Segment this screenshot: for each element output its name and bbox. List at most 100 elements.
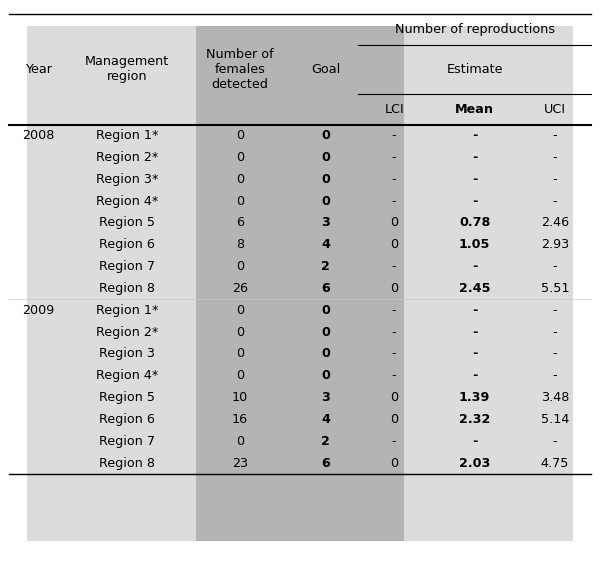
- Text: Region 8: Region 8: [99, 456, 155, 469]
- Text: 26: 26: [232, 282, 248, 295]
- Text: -: -: [472, 348, 477, 361]
- Text: -: -: [472, 194, 477, 208]
- Text: LCI: LCI: [384, 103, 404, 116]
- Text: Region 5: Region 5: [99, 217, 155, 230]
- Text: -: -: [553, 173, 557, 186]
- Text: -: -: [392, 325, 397, 338]
- Text: Management
region: Management region: [85, 56, 169, 83]
- Text: Region 2*: Region 2*: [96, 325, 158, 338]
- Text: Region 1*: Region 1*: [96, 129, 158, 142]
- Text: -: -: [392, 129, 397, 142]
- Text: Region 7: Region 7: [99, 260, 155, 273]
- Text: 0: 0: [236, 369, 244, 382]
- Text: 16: 16: [232, 413, 248, 426]
- Text: 2.93: 2.93: [541, 238, 569, 251]
- Text: -: -: [553, 304, 557, 317]
- Text: 0: 0: [321, 129, 330, 142]
- Text: Goal: Goal: [311, 63, 340, 76]
- Text: Region 6: Region 6: [99, 238, 155, 251]
- Text: 2.32: 2.32: [459, 413, 490, 426]
- Text: -: -: [553, 435, 557, 448]
- Text: 2.45: 2.45: [459, 282, 490, 295]
- Text: 5.14: 5.14: [541, 413, 569, 426]
- Text: Region 5: Region 5: [99, 391, 155, 404]
- Text: 3.48: 3.48: [541, 391, 569, 404]
- Text: -: -: [392, 435, 397, 448]
- Text: Region 1*: Region 1*: [96, 304, 158, 317]
- Text: Estimate: Estimate: [446, 63, 503, 76]
- Text: -: -: [472, 369, 477, 382]
- Text: 0: 0: [390, 413, 398, 426]
- Text: -: -: [392, 348, 397, 361]
- Text: 2: 2: [321, 435, 330, 448]
- Text: 10: 10: [232, 391, 248, 404]
- Text: 0: 0: [236, 194, 244, 208]
- Text: -: -: [392, 194, 397, 208]
- Text: 0: 0: [236, 151, 244, 164]
- Text: 23: 23: [232, 456, 248, 469]
- Text: -: -: [553, 369, 557, 382]
- Text: 5.51: 5.51: [541, 282, 569, 295]
- Text: UCI: UCI: [544, 103, 566, 116]
- Text: -: -: [392, 173, 397, 186]
- Text: 0: 0: [321, 194, 330, 208]
- Text: -: -: [553, 129, 557, 142]
- Text: 6: 6: [322, 456, 330, 469]
- Text: 0: 0: [390, 456, 398, 469]
- Text: Region 4*: Region 4*: [96, 194, 158, 208]
- Text: Number of
females
detected: Number of females detected: [206, 48, 274, 91]
- Text: 4: 4: [321, 413, 330, 426]
- Text: 0: 0: [321, 325, 330, 338]
- Text: 2.03: 2.03: [459, 456, 490, 469]
- Text: 1.39: 1.39: [459, 391, 490, 404]
- Text: Mean: Mean: [455, 103, 494, 116]
- Text: 8: 8: [236, 238, 244, 251]
- Text: 0: 0: [321, 173, 330, 186]
- Text: Region 6: Region 6: [99, 413, 155, 426]
- Text: -: -: [392, 260, 397, 273]
- Text: -: -: [472, 435, 477, 448]
- Text: 0: 0: [236, 304, 244, 317]
- Text: -: -: [553, 260, 557, 273]
- Text: -: -: [472, 304, 477, 317]
- Text: 4: 4: [321, 238, 330, 251]
- Text: 3: 3: [321, 217, 330, 230]
- Text: 2.46: 2.46: [541, 217, 569, 230]
- Text: 0: 0: [236, 260, 244, 273]
- Text: 2008: 2008: [22, 129, 54, 142]
- Text: Number of reproductions: Number of reproductions: [395, 23, 554, 36]
- Text: -: -: [392, 369, 397, 382]
- Bar: [27, 26, 196, 541]
- Text: Year: Year: [25, 63, 52, 76]
- Text: -: -: [472, 325, 477, 338]
- Text: 0: 0: [321, 348, 330, 361]
- Text: 0: 0: [321, 304, 330, 317]
- Text: -: -: [553, 151, 557, 164]
- Text: 0: 0: [321, 151, 330, 164]
- Text: 0: 0: [236, 435, 244, 448]
- Text: -: -: [392, 304, 397, 317]
- Text: 4.75: 4.75: [541, 456, 569, 469]
- Text: -: -: [472, 129, 477, 142]
- Text: 0: 0: [321, 369, 330, 382]
- Text: 0: 0: [236, 348, 244, 361]
- Text: 0: 0: [390, 238, 398, 251]
- Text: 1.05: 1.05: [459, 238, 490, 251]
- Bar: [404, 26, 573, 541]
- Text: Region 7: Region 7: [99, 435, 155, 448]
- Text: -: -: [553, 325, 557, 338]
- Text: 2009: 2009: [22, 304, 54, 317]
- Text: 0: 0: [236, 173, 244, 186]
- Text: 0.78: 0.78: [459, 217, 490, 230]
- Text: 0: 0: [390, 282, 398, 295]
- Text: 0: 0: [236, 325, 244, 338]
- Text: 0: 0: [390, 391, 398, 404]
- Text: -: -: [553, 194, 557, 208]
- Text: 0: 0: [236, 129, 244, 142]
- Text: Region 3: Region 3: [99, 348, 155, 361]
- Text: 2: 2: [321, 260, 330, 273]
- Text: -: -: [472, 173, 477, 186]
- Text: Region 2*: Region 2*: [96, 151, 158, 164]
- Text: 0: 0: [390, 217, 398, 230]
- Text: Region 8: Region 8: [99, 282, 155, 295]
